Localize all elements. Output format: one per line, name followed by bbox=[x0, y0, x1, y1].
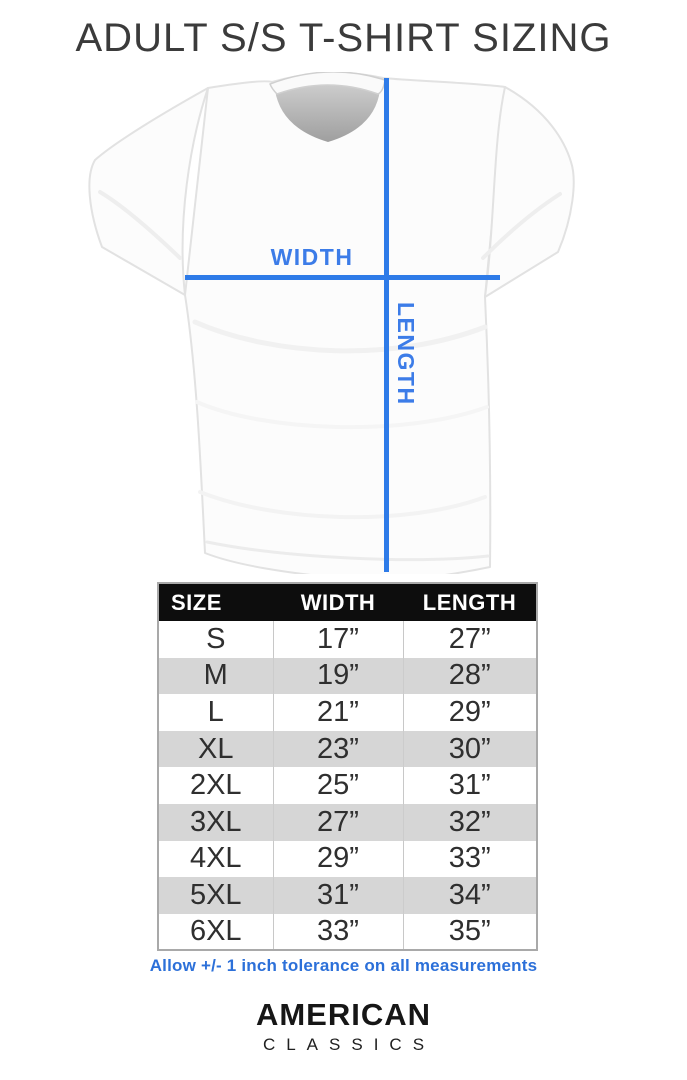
header-width: WIDTH bbox=[273, 583, 403, 621]
tshirt-right-sleeve bbox=[484, 86, 575, 298]
table-row: M 19” 28” bbox=[158, 657, 537, 695]
table-row: XL 23” 30” bbox=[158, 730, 537, 768]
width-cell: 31” bbox=[272, 877, 403, 914]
length-cell: 35” bbox=[402, 913, 537, 951]
size-chart-table: SIZE WIDTH LENGTH S 17” 27” M 19” 28” L … bbox=[157, 582, 538, 952]
length-cell: 34” bbox=[402, 877, 537, 914]
brand-name-secondary: CLASSICS bbox=[262, 1035, 436, 1055]
width-cell: 29” bbox=[272, 840, 403, 878]
tshirt-neck-opening bbox=[275, 81, 380, 142]
tshirt-figure: WIDTH LENGTH bbox=[85, 72, 575, 574]
length-cell: 32” bbox=[402, 803, 537, 841]
size-cell: 3XL bbox=[158, 803, 273, 841]
width-cell: 21” bbox=[272, 694, 403, 731]
header-length: LENGTH bbox=[403, 583, 537, 621]
tshirt-collar bbox=[269, 72, 386, 95]
width-cell: 23” bbox=[272, 730, 403, 768]
header-size: SIZE bbox=[158, 583, 273, 621]
table-row: 2XL 25” 31” bbox=[158, 767, 537, 804]
length-label: LENGTH bbox=[393, 302, 419, 406]
size-cell: 5XL bbox=[158, 877, 273, 914]
size-cell: 2XL bbox=[158, 767, 273, 804]
size-cell: 6XL bbox=[158, 913, 273, 951]
length-cell: 27” bbox=[402, 621, 537, 658]
length-measure-line bbox=[384, 78, 389, 572]
size-cell: XL bbox=[158, 730, 273, 768]
length-cell: 33” bbox=[402, 840, 537, 878]
tolerance-note: Allow +/- 1 inch tolerance on all measur… bbox=[149, 956, 538, 975]
table-row: L 21” 29” bbox=[158, 694, 537, 731]
table-header-row: SIZE WIDTH LENGTH bbox=[158, 583, 537, 621]
tshirt-illustration bbox=[88, 72, 575, 574]
width-cell: 27” bbox=[272, 803, 403, 841]
length-cell: 31” bbox=[402, 767, 537, 804]
brand-logo: AMERICAN CLASSICS bbox=[0, 997, 687, 1055]
tshirt-body bbox=[184, 72, 506, 574]
brand-name-primary: AMERICAN bbox=[255, 997, 432, 1032]
table-row: 4XL 29” 33” bbox=[158, 840, 537, 878]
length-cell: 30” bbox=[402, 730, 537, 768]
table-row: S 17” 27” bbox=[158, 621, 537, 658]
size-cell: M bbox=[158, 657, 273, 695]
width-cell: 33” bbox=[272, 913, 403, 951]
table-row: 6XL 33” 35” bbox=[158, 913, 537, 951]
length-cell: 28” bbox=[402, 657, 537, 695]
width-cell: 25” bbox=[272, 767, 403, 804]
size-cell: L bbox=[158, 694, 273, 731]
size-cell: 4XL bbox=[158, 840, 273, 878]
size-cell: S bbox=[158, 621, 273, 658]
tshirt-left-sleeve bbox=[88, 87, 209, 296]
width-measure-line bbox=[185, 275, 500, 280]
width-label: WIDTH bbox=[270, 244, 354, 270]
page-title: ADULT S/S T-SHIRT SIZING bbox=[75, 16, 612, 60]
width-cell: 17” bbox=[272, 621, 403, 658]
table-row: 3XL 27” 32” bbox=[158, 803, 537, 841]
table-row: 5XL 31” 34” bbox=[158, 877, 537, 914]
width-cell: 19” bbox=[272, 657, 403, 695]
length-cell: 29” bbox=[402, 694, 537, 731]
